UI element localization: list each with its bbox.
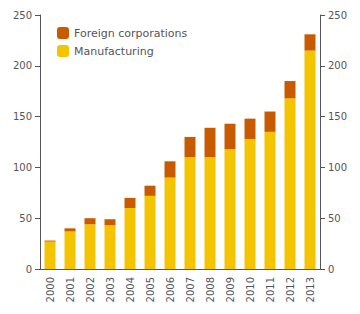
svg-text:100: 100 xyxy=(13,162,32,173)
svg-text:2002: 2002 xyxy=(85,277,96,302)
svg-text:2009: 2009 xyxy=(225,277,236,302)
svg-text:2006: 2006 xyxy=(165,277,176,302)
svg-text:100: 100 xyxy=(328,162,347,173)
svg-text:250: 250 xyxy=(13,10,32,21)
svg-text:2005: 2005 xyxy=(145,277,156,302)
svg-text:Manufacturing: Manufacturing xyxy=(74,45,154,58)
svg-text:2008: 2008 xyxy=(205,277,216,302)
svg-text:200: 200 xyxy=(13,60,32,71)
svg-text:2004: 2004 xyxy=(125,277,136,302)
svg-text:250: 250 xyxy=(328,10,347,21)
svg-text:2010: 2010 xyxy=(245,277,256,302)
svg-text:0: 0 xyxy=(26,264,32,275)
svg-text:Foreign corporations: Foreign corporations xyxy=(74,27,188,40)
svg-text:0: 0 xyxy=(328,264,334,275)
svg-text:50: 50 xyxy=(328,213,341,224)
svg-text:200: 200 xyxy=(328,60,347,71)
svg-text:2003: 2003 xyxy=(105,277,116,302)
svg-text:150: 150 xyxy=(13,111,32,122)
svg-text:150: 150 xyxy=(328,111,347,122)
svg-text:2013: 2013 xyxy=(305,277,316,302)
svg-text:2011: 2011 xyxy=(265,277,276,302)
svg-text:50: 50 xyxy=(19,213,32,224)
svg-text:2000: 2000 xyxy=(45,277,56,302)
svg-text:2007: 2007 xyxy=(185,277,196,302)
svg-text:2001: 2001 xyxy=(65,277,76,302)
svg-text:2012: 2012 xyxy=(285,277,296,302)
